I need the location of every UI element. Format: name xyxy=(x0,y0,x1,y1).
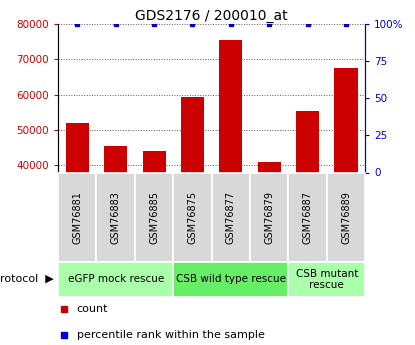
Bar xyxy=(288,172,327,262)
Bar xyxy=(135,172,173,262)
Text: eGFP mock rescue: eGFP mock rescue xyxy=(68,275,164,284)
Text: GSM76875: GSM76875 xyxy=(188,191,198,244)
Bar xyxy=(296,111,319,307)
Bar xyxy=(250,172,288,262)
Bar xyxy=(173,262,288,297)
Bar xyxy=(104,146,127,307)
Text: CSB mutant
rescue: CSB mutant rescue xyxy=(295,269,358,290)
Bar xyxy=(66,123,89,307)
Text: GSM76883: GSM76883 xyxy=(111,191,121,244)
Text: GSM76879: GSM76879 xyxy=(264,191,274,244)
Bar xyxy=(288,262,365,297)
Bar xyxy=(334,68,357,307)
Text: CSB wild type rescue: CSB wild type rescue xyxy=(176,275,286,284)
Bar xyxy=(143,151,166,307)
Bar xyxy=(327,172,365,262)
Bar xyxy=(212,172,250,262)
Bar xyxy=(220,40,242,307)
Text: GSM76887: GSM76887 xyxy=(303,191,312,244)
Text: protocol  ▶: protocol ▶ xyxy=(0,275,54,284)
Bar xyxy=(58,172,96,262)
Text: GSM76885: GSM76885 xyxy=(149,191,159,244)
Text: percentile rank within the sample: percentile rank within the sample xyxy=(76,331,264,340)
Bar xyxy=(58,262,173,297)
Title: GDS2176 / 200010_at: GDS2176 / 200010_at xyxy=(135,9,288,23)
Bar xyxy=(96,172,135,262)
Text: count: count xyxy=(76,304,108,314)
Text: GSM76881: GSM76881 xyxy=(72,191,82,244)
Text: GSM76877: GSM76877 xyxy=(226,191,236,244)
Bar xyxy=(181,97,204,307)
Bar xyxy=(258,162,281,307)
Text: GSM76889: GSM76889 xyxy=(341,191,351,244)
Bar xyxy=(173,172,212,262)
